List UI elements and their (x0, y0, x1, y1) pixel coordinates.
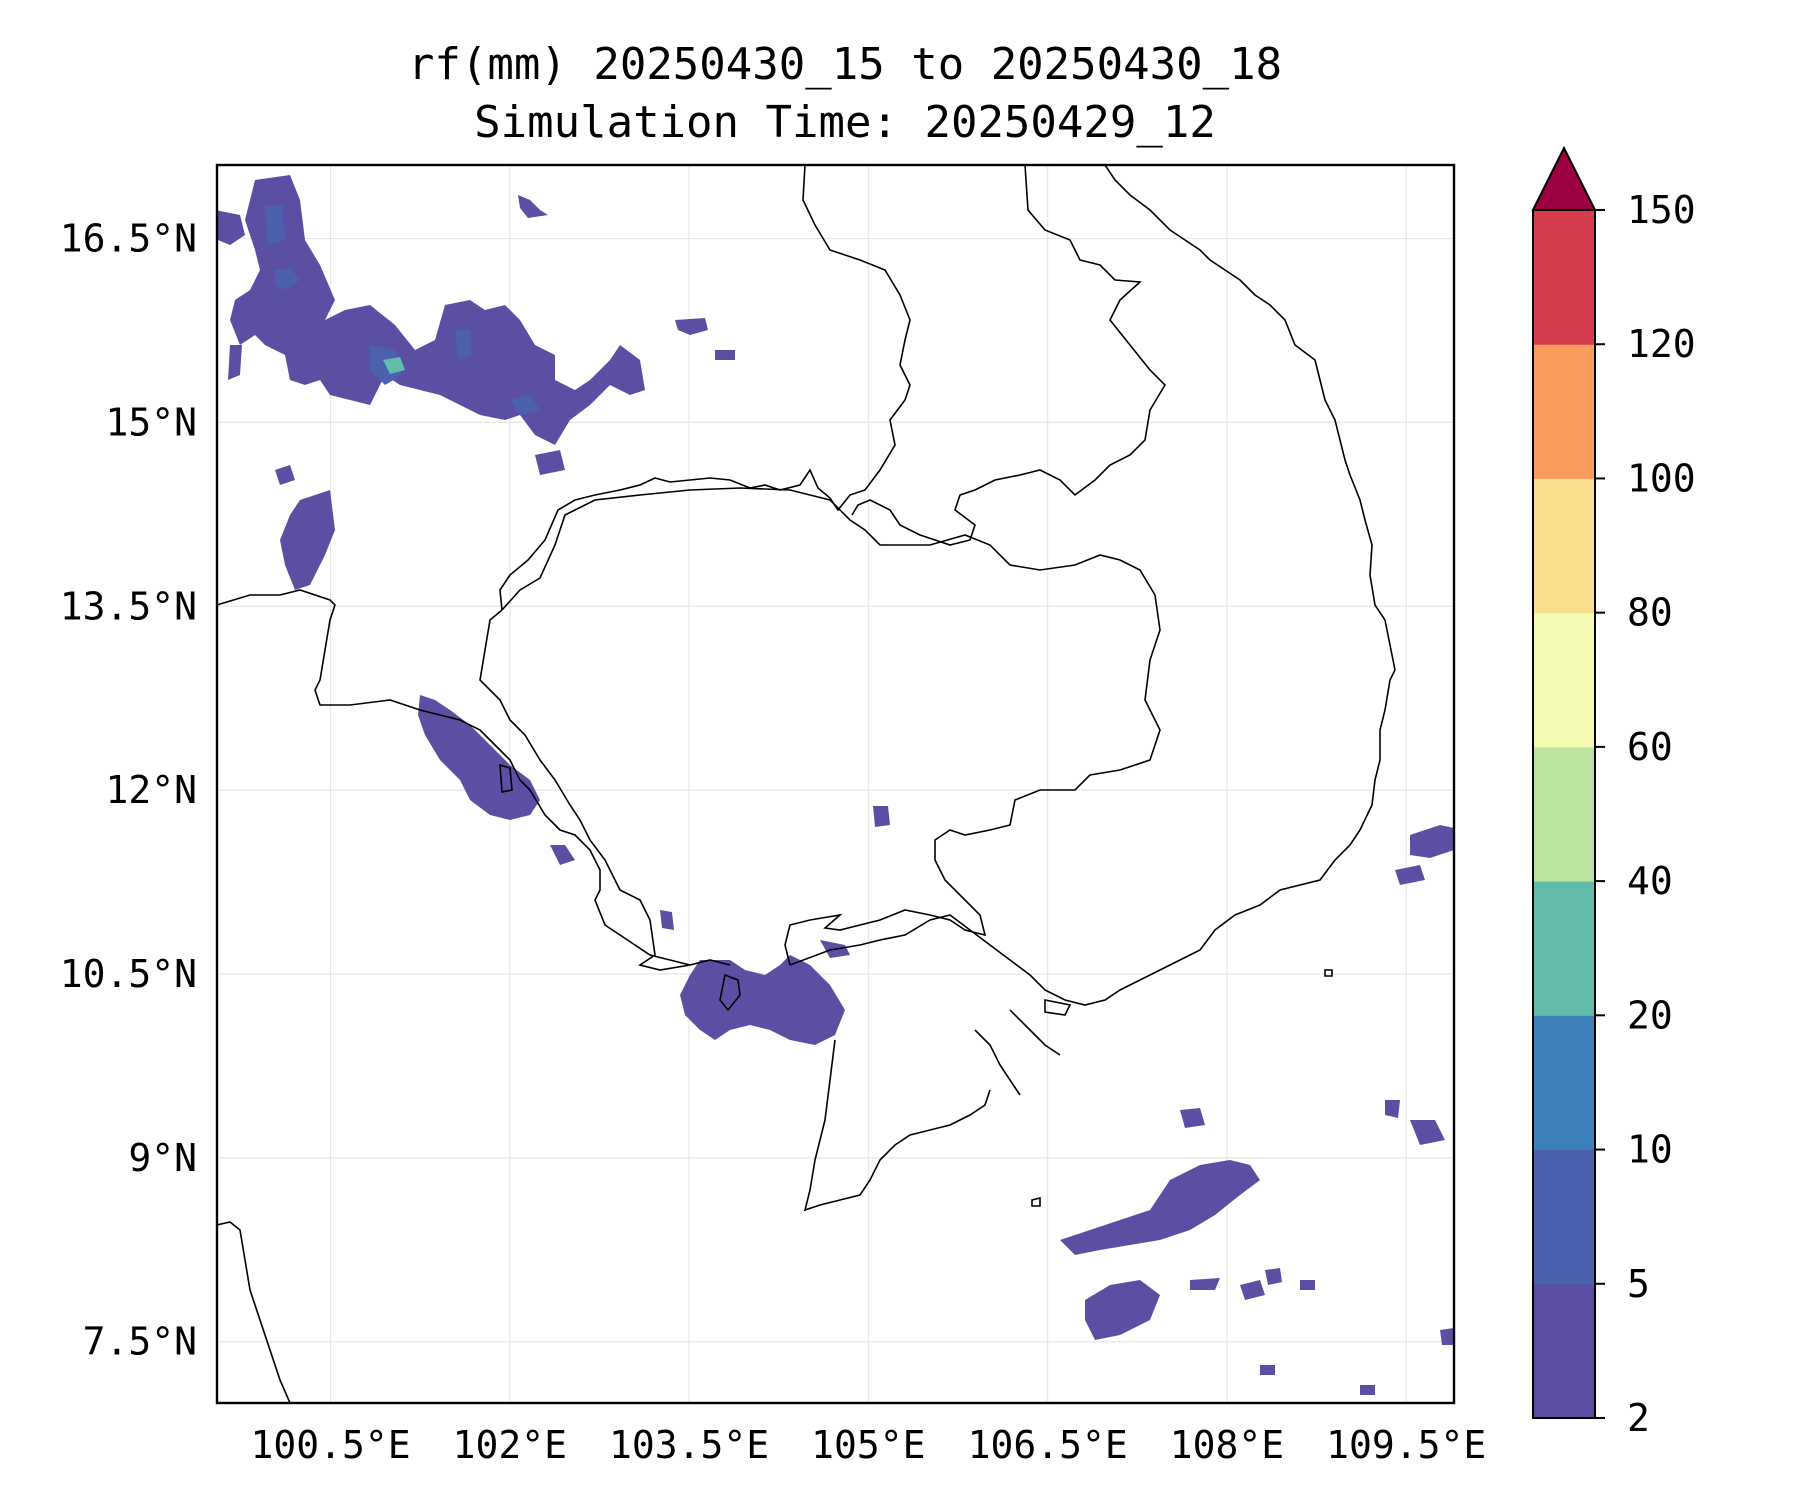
coastline-island-3 (1031, 1196, 1041, 1207)
colorbar-tick-label: 150 (1627, 188, 1696, 232)
lon-tick-label: 105°E (811, 1423, 925, 1467)
lat-tick-label: 15°N (105, 400, 197, 444)
rain-patch-south-sea (1060, 825, 1454, 1395)
coastline-river-branch-2 (1009, 1009, 1061, 1056)
coastline-koh-kong (499, 763, 513, 793)
colorbar-segment (1533, 478, 1595, 614)
colorbar-tick-label: 5 (1627, 1262, 1650, 1306)
coastline-island-1 (1044, 999, 1072, 1016)
lon-tick-label: 106.5°E (968, 1423, 1128, 1467)
lon-tick-label: 100.5°E (250, 1423, 410, 1467)
colorbar-tick-label: 40 (1627, 859, 1673, 903)
lat-tick-label: 10.5°N (60, 952, 197, 996)
rainfall-contours (217, 175, 1454, 1395)
lat-tick-label: 9°N (128, 1136, 197, 1180)
lon-tick-label: 108°E (1170, 1423, 1284, 1467)
country-border-thailand-laos (499, 165, 911, 611)
lat-tick-label: 13.5°N (60, 584, 197, 628)
lon-tick-label: 102°E (453, 1423, 567, 1467)
colorbar-frame (1532, 210, 1596, 1419)
coastline-river-branch-1 (974, 1029, 1021, 1096)
coastline-vietnam-east (1104, 165, 1396, 671)
coastlines-borders (217, 165, 1396, 1403)
map-frame (215, 163, 1456, 1405)
colorbar-tick-label: 120 (1627, 322, 1696, 366)
coastline-malay-peninsula (217, 1221, 291, 1403)
lon-tick-label: 103.5°E (609, 1423, 769, 1467)
colorbar-segment (1533, 881, 1595, 1016)
colorbar-segment (1533, 1149, 1595, 1285)
coastline-mekong-delta (803, 1039, 991, 1212)
colorbar-tick-label: 100 (1627, 456, 1696, 500)
country-border-cambodia-west (479, 609, 731, 971)
colorbar-tick-label: 10 (1627, 1128, 1673, 1172)
longitude-axis: 100.5°E 102°E 103.5°E 105°E 106.5°E 108°E 109.… (250, 1423, 1486, 1467)
grid-lines (217, 165, 1454, 1403)
colorbar-segment (1533, 344, 1595, 479)
map-subtitle: Simulation Time: 20250429_12 (474, 97, 1216, 148)
coastline-vietnam-south (789, 669, 1396, 1006)
lat-tick-label: 12°N (105, 768, 197, 812)
colorbar-tick-label: 60 (1627, 725, 1673, 769)
latitude-axis: 16.5°N 15°N 13.5°N 12°N 10.5°N 9°N 7.5°N (60, 217, 197, 1364)
colorbar-segment (1533, 210, 1595, 345)
colorbar-segment (1533, 612, 1595, 748)
coastline-gulf-thailand (217, 589, 691, 966)
map-title: rf(mm) 20250430_15 to 20250430_18 (407, 39, 1283, 90)
colorbar-tick-label: 80 (1627, 591, 1673, 635)
colorbar-tick-label: 2 (1627, 1396, 1650, 1440)
lon-tick-label: 109.5°E (1326, 1423, 1486, 1467)
colorbar-segment (1533, 1015, 1595, 1151)
colorbar-segment (1533, 1283, 1595, 1419)
lat-tick-label: 7.5°N (83, 1320, 197, 1364)
coastline-phu-quoc (719, 973, 741, 1012)
country-border-cambodia-north (501, 487, 1161, 966)
colorbar-tick-label: 20 (1627, 993, 1673, 1037)
country-border-laos-vietnam-north (851, 165, 1167, 546)
lat-tick-label: 16.5°N (60, 217, 197, 261)
colorbar-extend-arrow (1531, 145, 1597, 211)
rain-patch-gulf-coast (418, 695, 890, 1045)
coastline-island-2 (1324, 969, 1333, 977)
colorbar-segment (1533, 746, 1595, 882)
rain-patch-northwest (217, 175, 735, 590)
colorbar: 2 5 10 20 40 60 80 100 120 150 (1531, 145, 1696, 1440)
